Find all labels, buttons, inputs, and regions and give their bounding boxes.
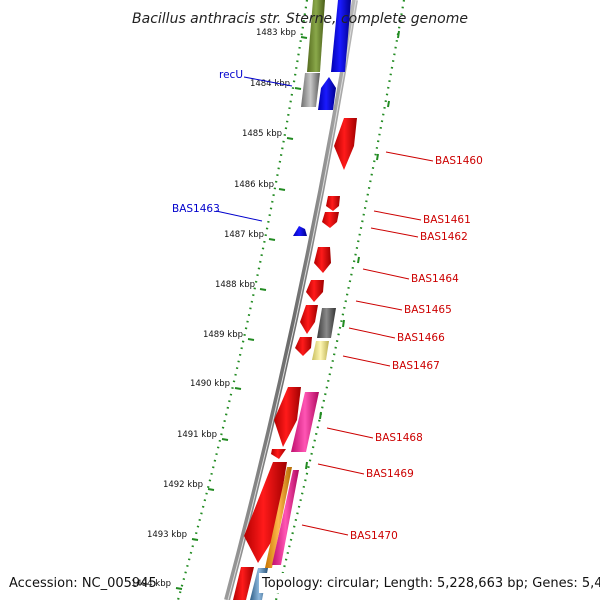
pink-feature-1 [291,392,319,452]
ruler-tick [278,188,286,191]
ruler-tick-label: 1491 kbp [177,430,217,440]
forward-cds-9 [271,449,286,459]
footer-topology-bg [259,573,593,593]
reverse-cds-BAS1463 [293,226,307,236]
gene-label-BAS1470[interactable]: BAS1470 [350,530,398,542]
genome-backbone [224,0,358,600]
dark-gray-feature [317,308,336,338]
forward-cds-5 [306,280,324,302]
ruler: 1483 kbp 1484 kbp 1485 kbp 1486 kbp 1487 kbp… [131,28,308,590]
features [233,0,357,600]
gene-label-recU[interactable]: recU [219,69,243,81]
ruler-tick [286,137,294,140]
ruler-tick-label: 1486 kbp [234,180,274,190]
gene-label-BAS1462[interactable]: BAS1462 [420,231,468,243]
ruler-tick-label: 1493 kbp [147,530,187,540]
orange-feature [265,467,292,568]
reverse-cds-top [331,0,351,72]
map-title: Bacillus anthracis str. Sterne, complete… [132,11,468,27]
forward-cds-10 [244,462,287,563]
gray-feature [301,73,320,107]
ruler-tick [294,87,302,90]
gene-label-BAS1464[interactable]: BAS1464 [411,273,459,285]
gene-label-BAS1466[interactable]: BAS1466 [397,332,445,344]
forward-cds-6 [300,305,318,334]
pink-feature-2 [272,470,299,565]
ruler-tick-label: 1485 kbp [242,129,282,139]
ruler-tick [207,488,215,491]
forward-cds-2 [326,196,340,211]
ruler-tick [259,288,267,291]
ruler-tick-label: 1488 kbp [215,280,255,290]
ruler-tick [175,587,183,590]
forward-cds-1 [334,118,357,170]
ruler-tick-label: 1490 kbp [190,379,230,389]
forward-cds-8 [274,387,301,447]
genome-backbone-highlight [227,0,357,600]
gc-track-right-marks [286,30,400,526]
ruler-tick [300,36,308,39]
ruler-tick [191,538,199,541]
footer-accession: Accession: NC_005945 [9,576,157,591]
footer-topology: Topology: circular; Length: 5,228,663 bp… [261,576,600,591]
khaki-feature [312,341,329,360]
gene-label-BAS1468[interactable]: BAS1468 [375,432,423,444]
gene-label-BAS1467[interactable]: BAS1467 [392,360,440,372]
olive-feature [307,0,325,72]
ruler-tick-label: 1489 kbp [203,330,243,340]
forward-cds-11 [233,567,254,600]
forward-cds-7 [295,337,312,356]
ruler-tick-label: 1492 kbp [163,480,203,490]
ruler-tick [221,438,229,441]
gene-label-BAS1460[interactable]: BAS1460 [435,155,483,167]
forward-cds-4 [314,247,331,273]
label-leaders [215,76,434,536]
ruler-tick [234,387,242,390]
gene-label-BAS1465[interactable]: BAS1465 [404,304,452,316]
gene-label-BAS1463[interactable]: BAS1463 [172,203,220,215]
gene-label-BAS1461[interactable]: BAS1461 [423,214,471,226]
ruler-tick-label: 1484 kbp [250,79,290,89]
reverse-cds-recU [318,77,336,110]
ruler-tick-label: 1483 kbp [256,28,296,38]
ruler-tick [247,338,255,341]
ruler-tick-label: 1487 kbp [224,230,264,240]
gene-label-BAS1469[interactable]: BAS1469 [366,468,414,480]
gene-labels: recU BAS1463 BAS1460 BAS1461 BAS1462 BAS… [172,69,483,542]
forward-cds-3 [322,212,339,228]
ruler-tick [268,238,276,241]
ruler-tick-label: 1494 kbp [131,579,171,589]
